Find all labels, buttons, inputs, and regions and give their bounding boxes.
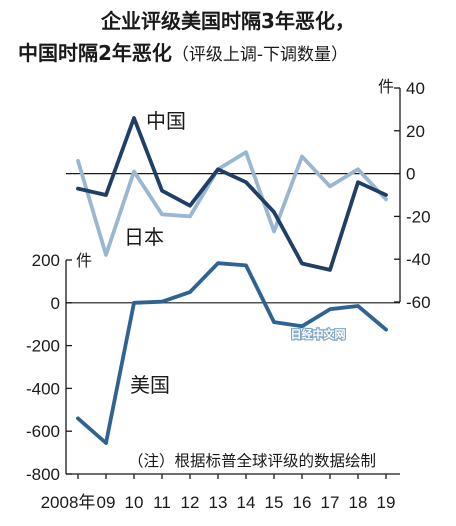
usa-series-line — [76, 261, 388, 445]
china-data-point — [188, 204, 192, 208]
chart-title-line2: 中国时隔2年恶化（评级上调-下调数量） — [18, 41, 348, 65]
left-y-tick-label: 0 — [51, 294, 60, 313]
usa-data-point — [104, 441, 108, 445]
right-y-tick-label: -40 — [406, 250, 431, 269]
left-y-tick-label: -200 — [26, 337, 60, 356]
china-data-point — [356, 180, 360, 184]
japan-data-point — [188, 214, 192, 218]
chart-note: （注）根据标普全球评级的数据绘制 — [128, 452, 376, 470]
usa-data-point — [160, 300, 164, 304]
x-tick-label: 17 — [321, 493, 340, 512]
right-y-unit: 件 — [378, 77, 394, 96]
x-tick-label: 11 — [153, 493, 171, 512]
x-tick-label: 10 — [125, 493, 144, 512]
china-data-point — [104, 193, 108, 197]
china-data-point — [216, 167, 220, 171]
x-tick-label: 19 — [377, 493, 396, 512]
china-series-line — [76, 116, 388, 272]
watermark: 日经中文网 — [291, 327, 346, 341]
x-tick-label: 09 — [97, 493, 116, 512]
usa-data-point — [188, 290, 192, 294]
right-y-tick-label: -60 — [406, 293, 431, 312]
usa-data-point — [76, 416, 80, 420]
right-y-tick-label: -20 — [406, 207, 431, 226]
x-tick-label: 16 — [293, 493, 312, 512]
china-data-point — [132, 116, 136, 120]
chart-title-line1: 企业评级美国时隔3年恶化， — [100, 9, 355, 33]
left-y-unit: 件 — [76, 251, 92, 270]
china-data-point — [272, 210, 276, 214]
x-tick-label: 2008年 — [41, 493, 96, 512]
x-tick-label: 15 — [265, 493, 284, 512]
left-y-tick-label: -400 — [26, 379, 60, 398]
usa-data-point — [216, 261, 220, 265]
x-tick-label: 14 — [237, 493, 256, 512]
right-y-tick-label: 40 — [406, 79, 425, 98]
usa-data-point — [384, 327, 388, 332]
chart-title-line2-sub: （评级上调-下调数量） — [172, 45, 348, 65]
left-y-tick-label: -600 — [26, 422, 60, 441]
right-y-tick-label: 20 — [406, 122, 425, 141]
japan-data-point — [160, 212, 164, 216]
japan-data-point — [76, 159, 80, 163]
usa-data-point — [300, 324, 304, 328]
japan-data-point — [384, 197, 388, 201]
china-data-point — [300, 261, 304, 266]
japan-series-line — [76, 150, 388, 257]
x-axis: 2008年 09 10 11 12 13 14 15 16 17 18 19 — [41, 473, 400, 512]
x-tick-label: 18 — [349, 493, 368, 512]
right-y-tick-label: 0 — [406, 165, 415, 184]
usa-series-label: 美国 — [130, 373, 170, 397]
japan-series-label: 日本 — [124, 225, 164, 249]
x-tick-label: 12 — [181, 493, 200, 512]
usa-data-point — [356, 304, 360, 308]
japan-data-point — [272, 229, 276, 233]
left-y-tick-label: 200 — [32, 251, 60, 270]
china-data-point — [244, 180, 248, 184]
japan-data-point — [328, 184, 332, 189]
usa-data-point — [244, 263, 248, 267]
usa-data-point — [132, 301, 136, 305]
china-series-label: 中国 — [146, 109, 186, 133]
china-data-point — [328, 268, 332, 272]
japan-data-point — [244, 150, 248, 154]
japan-data-point — [300, 154, 304, 159]
left-y-tick-label: -800 — [26, 465, 60, 484]
bottom-panel: 200 0 -200 -400 -600 -800 件美国 — [26, 251, 400, 484]
japan-data-point — [104, 253, 108, 257]
china-data-point — [160, 189, 164, 193]
usa-data-point — [272, 320, 276, 324]
china-data-point — [384, 193, 388, 197]
china-data-point — [76, 186, 80, 191]
x-tick-label: 13 — [209, 493, 228, 512]
japan-data-point — [132, 169, 136, 174]
japan-data-point — [356, 167, 360, 171]
chart-title-line2-main: 中国时隔2年恶化 — [18, 41, 172, 65]
usa-data-point — [328, 307, 332, 311]
